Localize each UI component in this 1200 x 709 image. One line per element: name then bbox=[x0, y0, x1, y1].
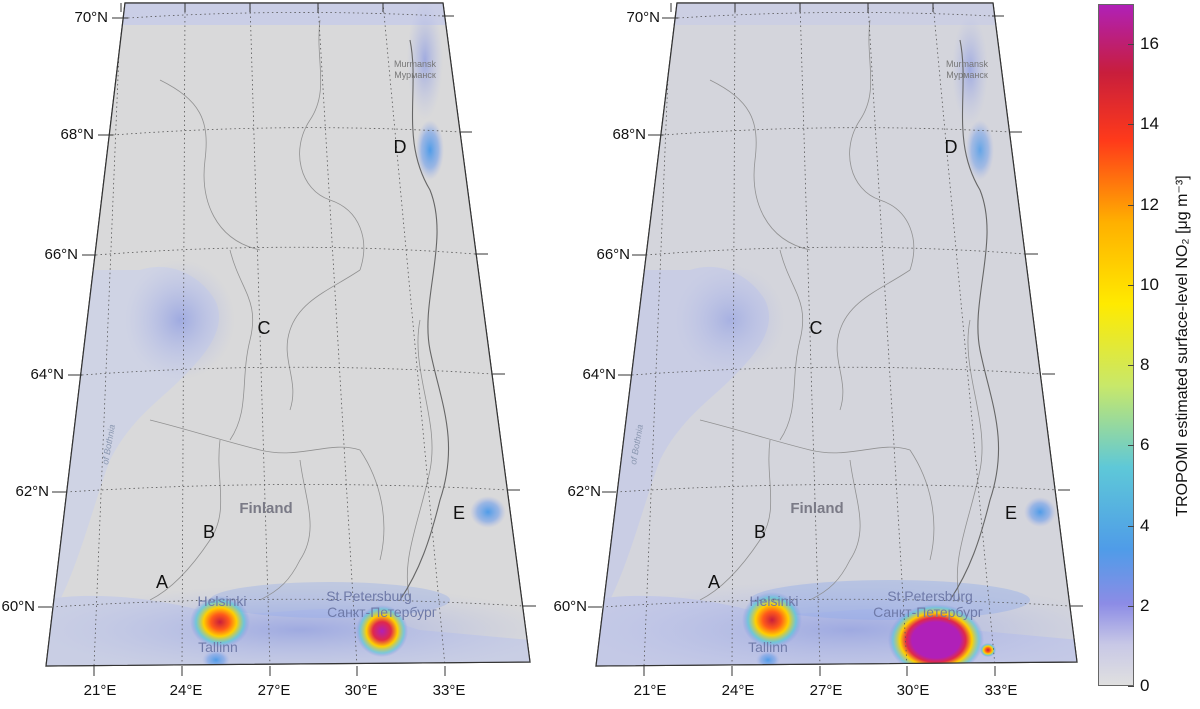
colorbar-gradient bbox=[1098, 4, 1134, 686]
lon-label-30: 30°E bbox=[345, 682, 378, 699]
colorbar-tick-label: 8 bbox=[1140, 355, 1150, 375]
colorbar-tick-label: 6 bbox=[1140, 435, 1150, 455]
lon-label-33: 33°E bbox=[433, 682, 466, 699]
lon-label-33: 33°E bbox=[985, 682, 1018, 699]
lat-label-70: 70°N bbox=[74, 9, 108, 26]
place-tallinn: Tallinn bbox=[198, 639, 238, 655]
no2-hotspot-d bbox=[416, 120, 444, 180]
marker-a: A bbox=[156, 572, 168, 592]
colorbar-tick-label: 12 bbox=[1140, 194, 1159, 214]
colorbar-tick-label: 14 bbox=[1140, 114, 1159, 134]
place-spb-ru: Санкт-Петербург bbox=[327, 604, 437, 620]
lon-label-27: 27°E bbox=[258, 682, 291, 699]
colorbar-tick-label: 0 bbox=[1140, 676, 1150, 695]
no2-hotspot-helsinki bbox=[190, 596, 250, 648]
place-spb-en: St Petersburg bbox=[326, 588, 412, 604]
lat-label-64: 64°N bbox=[30, 366, 64, 383]
place-finland: Finland bbox=[790, 500, 843, 517]
no2-south-band bbox=[46, 585, 530, 666]
place-murmansk-ru: Мурманск bbox=[394, 70, 436, 80]
place-helsinki: Helsinki bbox=[749, 593, 798, 609]
lat-label-62: 62°N bbox=[567, 483, 601, 500]
lat-label-66: 66°N bbox=[596, 246, 630, 263]
lon-label-27: 27°E bbox=[810, 682, 843, 699]
place-murmansk-en: Murmansk bbox=[946, 59, 989, 69]
lat-label-68: 68°N bbox=[612, 126, 646, 143]
colorbar-tick-label: 16 bbox=[1140, 34, 1159, 54]
marker-b: B bbox=[203, 522, 215, 542]
lat-label-64: 64°N bbox=[582, 366, 616, 383]
lat-label-66: 66°N bbox=[44, 246, 78, 263]
no2-hotspot-small bbox=[980, 643, 996, 657]
marker-a: A bbox=[708, 572, 720, 592]
colorbar bbox=[1098, 4, 1134, 686]
marker-d: D bbox=[394, 137, 407, 157]
border-finland-russia bbox=[949, 39, 1000, 601]
marker-e: E bbox=[1005, 503, 1017, 523]
lat-label-70: 70°N bbox=[626, 9, 660, 26]
marker-e: E bbox=[453, 503, 465, 523]
colorbar-tick-mark bbox=[1128, 124, 1134, 126]
marker-c: C bbox=[258, 318, 271, 338]
map-panel-right: 70°N 68°N 66°N 64°N 62°N 60°N 21°E 24°E … bbox=[550, 0, 1100, 709]
no2-hotspot-st-petersburg bbox=[356, 605, 408, 657]
place-tallinn: Tallinn bbox=[748, 639, 788, 655]
no2-oulu-area bbox=[125, 260, 235, 380]
lon-label-21: 21°E bbox=[634, 682, 667, 699]
colorbar-tick-mark bbox=[1128, 44, 1134, 46]
border-finland-russia bbox=[399, 39, 450, 601]
place-spb-en: St Petersburg bbox=[887, 588, 973, 604]
place-finland: Finland bbox=[239, 500, 292, 517]
marker-d: D bbox=[945, 137, 958, 157]
lat-label-68: 68°N bbox=[60, 126, 94, 143]
place-murmansk-en: Murmansk bbox=[394, 59, 437, 69]
map-panel-left: 70°N 68°N 66°N 64°N 62°N 60°N 21°E 24°E … bbox=[0, 0, 560, 709]
colorbar-tick-mark bbox=[1128, 284, 1134, 286]
colorbar-tick-mark bbox=[1128, 605, 1134, 607]
no2-hotspot-e bbox=[470, 496, 506, 528]
colorbar-tick-mark bbox=[1128, 525, 1134, 527]
no2-hotspot-st-petersburg bbox=[888, 604, 984, 666]
no2-hotspot-d bbox=[966, 120, 994, 180]
marker-b: B bbox=[754, 522, 766, 542]
lat-label-60: 60°N bbox=[553, 598, 587, 615]
colorbar-tick-label: 4 bbox=[1140, 515, 1150, 535]
place-helsinki: Helsinki bbox=[197, 593, 246, 609]
lon-label-30: 30°E bbox=[897, 682, 930, 699]
lat-label-60: 60°N bbox=[1, 598, 35, 615]
place-spb-ru: Санкт-Петербург bbox=[873, 604, 983, 620]
colorbar-tick-label: 2 bbox=[1140, 595, 1150, 615]
colorbar-tick-mark bbox=[1128, 445, 1134, 447]
colorbar-tick-label: 10 bbox=[1140, 274, 1159, 294]
no2-oulu-area bbox=[675, 265, 785, 375]
lon-label-21: 21°E bbox=[84, 682, 117, 699]
colorbar-tick-mark bbox=[1128, 686, 1134, 687]
colorbar-tick-mark bbox=[1128, 204, 1134, 206]
lon-label-24: 24°E bbox=[722, 682, 755, 699]
no2-hotspot-e bbox=[1024, 497, 1056, 527]
colorbar-tick-mark bbox=[1128, 365, 1134, 367]
place-murmansk-ru: Мурманск bbox=[946, 70, 988, 80]
marker-c: C bbox=[810, 318, 823, 338]
lat-label-62: 62°N bbox=[15, 483, 49, 500]
lon-label-24: 24°E bbox=[170, 682, 203, 699]
no2-hotspot-helsinki bbox=[742, 592, 802, 648]
no2-kola-plume bbox=[407, 3, 443, 120]
colorbar-label: TROPOMI estimated surface-level NO₂ [μg … bbox=[1174, 175, 1191, 517]
